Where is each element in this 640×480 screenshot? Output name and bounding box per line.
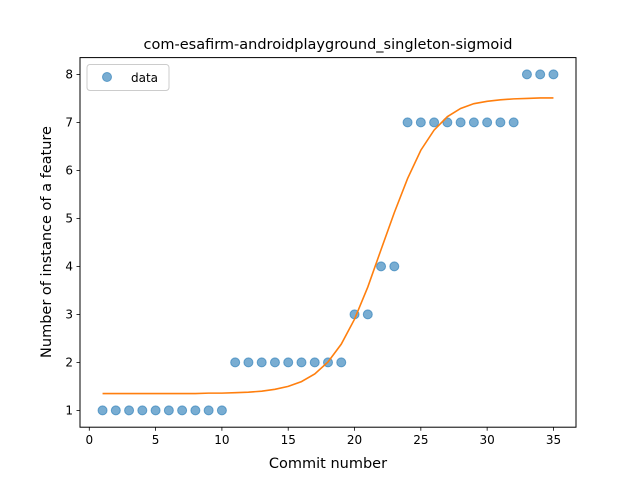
x-tick-label: 5 [152,433,160,447]
data-point [548,69,559,80]
y-axis-label: Number of instance of a feature [39,126,55,358]
data-point [468,117,479,128]
x-axis-label: Commit number [269,456,387,472]
data-point [256,357,267,368]
y-tick-label: 7 [65,116,73,130]
data-point [137,405,148,416]
y-tick-label: 6 [65,164,73,178]
y-tick-label: 8 [65,68,73,82]
y-tick-label: 5 [65,212,73,226]
data-point [376,261,387,272]
data-point [521,69,532,80]
data-point [336,357,347,368]
data-point [455,117,466,128]
x-tick-label: 25 [413,433,428,447]
chart-title: com-esafirm-androidplayground_singleton-… [144,37,513,53]
x-tick-label: 0 [85,433,93,447]
data-point [97,405,108,416]
x-tick-label: 35 [546,433,561,447]
data-point [163,405,174,416]
data-point [402,117,413,128]
legend-label-data: data [131,71,158,85]
data-point [309,357,320,368]
y-tick-label: 4 [65,260,73,274]
plot-area [97,69,559,416]
data-point [243,357,254,368]
x-tick-label: 20 [347,433,362,447]
y-tick-label: 3 [65,308,73,322]
legend-frame [86,64,170,91]
data-point [429,117,440,128]
x-tick-label: 15 [281,433,296,447]
sigmoid-fit-line [102,97,554,395]
data-point [389,261,400,272]
legend: data [86,64,170,91]
data-point [535,69,546,80]
data-point [230,357,241,368]
data-point [150,405,161,416]
x-tick-label: 30 [480,433,495,447]
data-point [124,405,135,416]
x-axis-ticks: 0 5 10 15 20 25 30 35 [85,427,561,447]
legend-marker-data [102,72,112,82]
data-point [283,357,294,368]
data-point [415,117,426,128]
axes-frame [79,57,577,428]
data-point [216,405,227,416]
data-point [190,405,201,416]
data-point [508,117,519,128]
y-axis-ticks: 1 2 3 4 5 6 7 8 [65,68,80,418]
data-point [269,357,280,368]
data-point [296,357,307,368]
data-point [495,117,506,128]
data-point [362,309,373,320]
data-point [442,117,453,128]
y-tick-label: 2 [65,356,73,370]
data-point [110,405,121,416]
y-tick-label: 1 [65,404,73,418]
data-point [177,405,188,416]
data-point [482,117,493,128]
data-point [203,405,214,416]
x-tick-label: 10 [214,433,229,447]
